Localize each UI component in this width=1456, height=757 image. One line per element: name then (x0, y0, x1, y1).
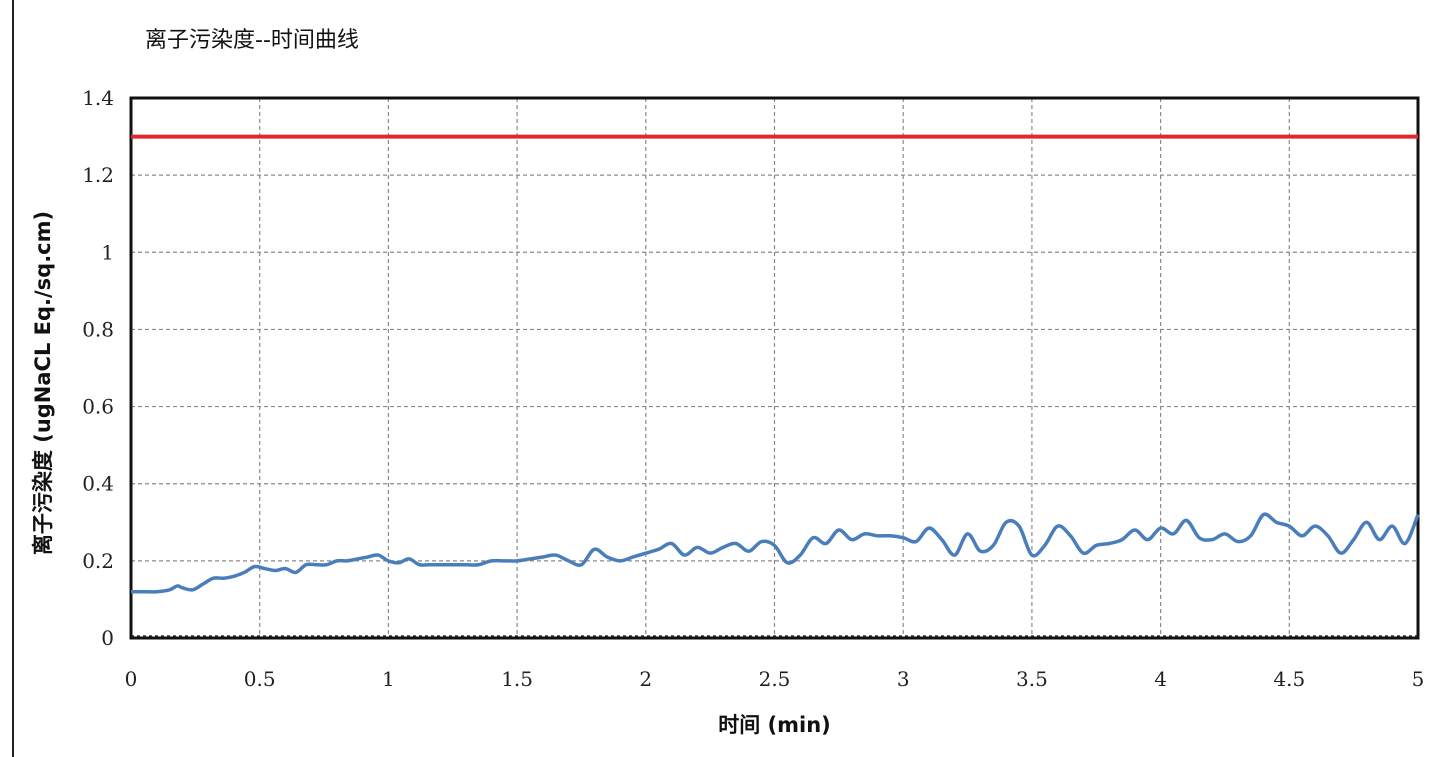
plot-frame (129, 96, 1420, 640)
x-tick-label: 3.5 (1016, 667, 1048, 691)
series-line (130, 512, 1420, 594)
y-tick-label: 1.4 (82, 86, 114, 110)
grid-lines (131, 98, 1418, 638)
x-tick-label: 4 (1154, 667, 1167, 691)
left-border-line (12, 0, 14, 757)
x-tick-label: 2 (639, 667, 652, 691)
x-tick-label: 2.5 (759, 667, 791, 691)
y-tick-label: 1 (101, 240, 114, 264)
y-axis-label: 离子污染度 (ugNaCL Eq./sq.cm) (31, 211, 55, 555)
x-tick-labels: 0 0.5 1 1.5 2 2.5 3 3.5 4 4.5 5 (125, 667, 1425, 691)
y-tick-labels: 0 0.2 0.4 0.6 0.8 1 1.2 1.4 (82, 86, 114, 650)
chart-title: 离子污染度--时间曲线 (145, 28, 359, 53)
x-tick-label: 0.5 (244, 667, 276, 691)
y-tick-label: 0 (101, 626, 114, 650)
y-tick-label: 1.2 (82, 163, 114, 187)
x-tick-label: 3 (897, 667, 910, 691)
y-tick-label: 0.4 (82, 472, 114, 496)
x-tick-label: 4.5 (1273, 667, 1305, 691)
y-tick-label: 0.6 (82, 395, 114, 419)
x-tick-label: 1.5 (501, 667, 533, 691)
x-axis-label: 时间 (min) (718, 713, 831, 737)
x-tick-label: 1 (382, 667, 395, 691)
x-tick-label: 5 (1412, 667, 1425, 691)
x-tick-label: 0 (125, 667, 138, 691)
y-tick-label: 0.2 (82, 549, 114, 573)
y-tick-label: 0.8 (82, 317, 114, 341)
